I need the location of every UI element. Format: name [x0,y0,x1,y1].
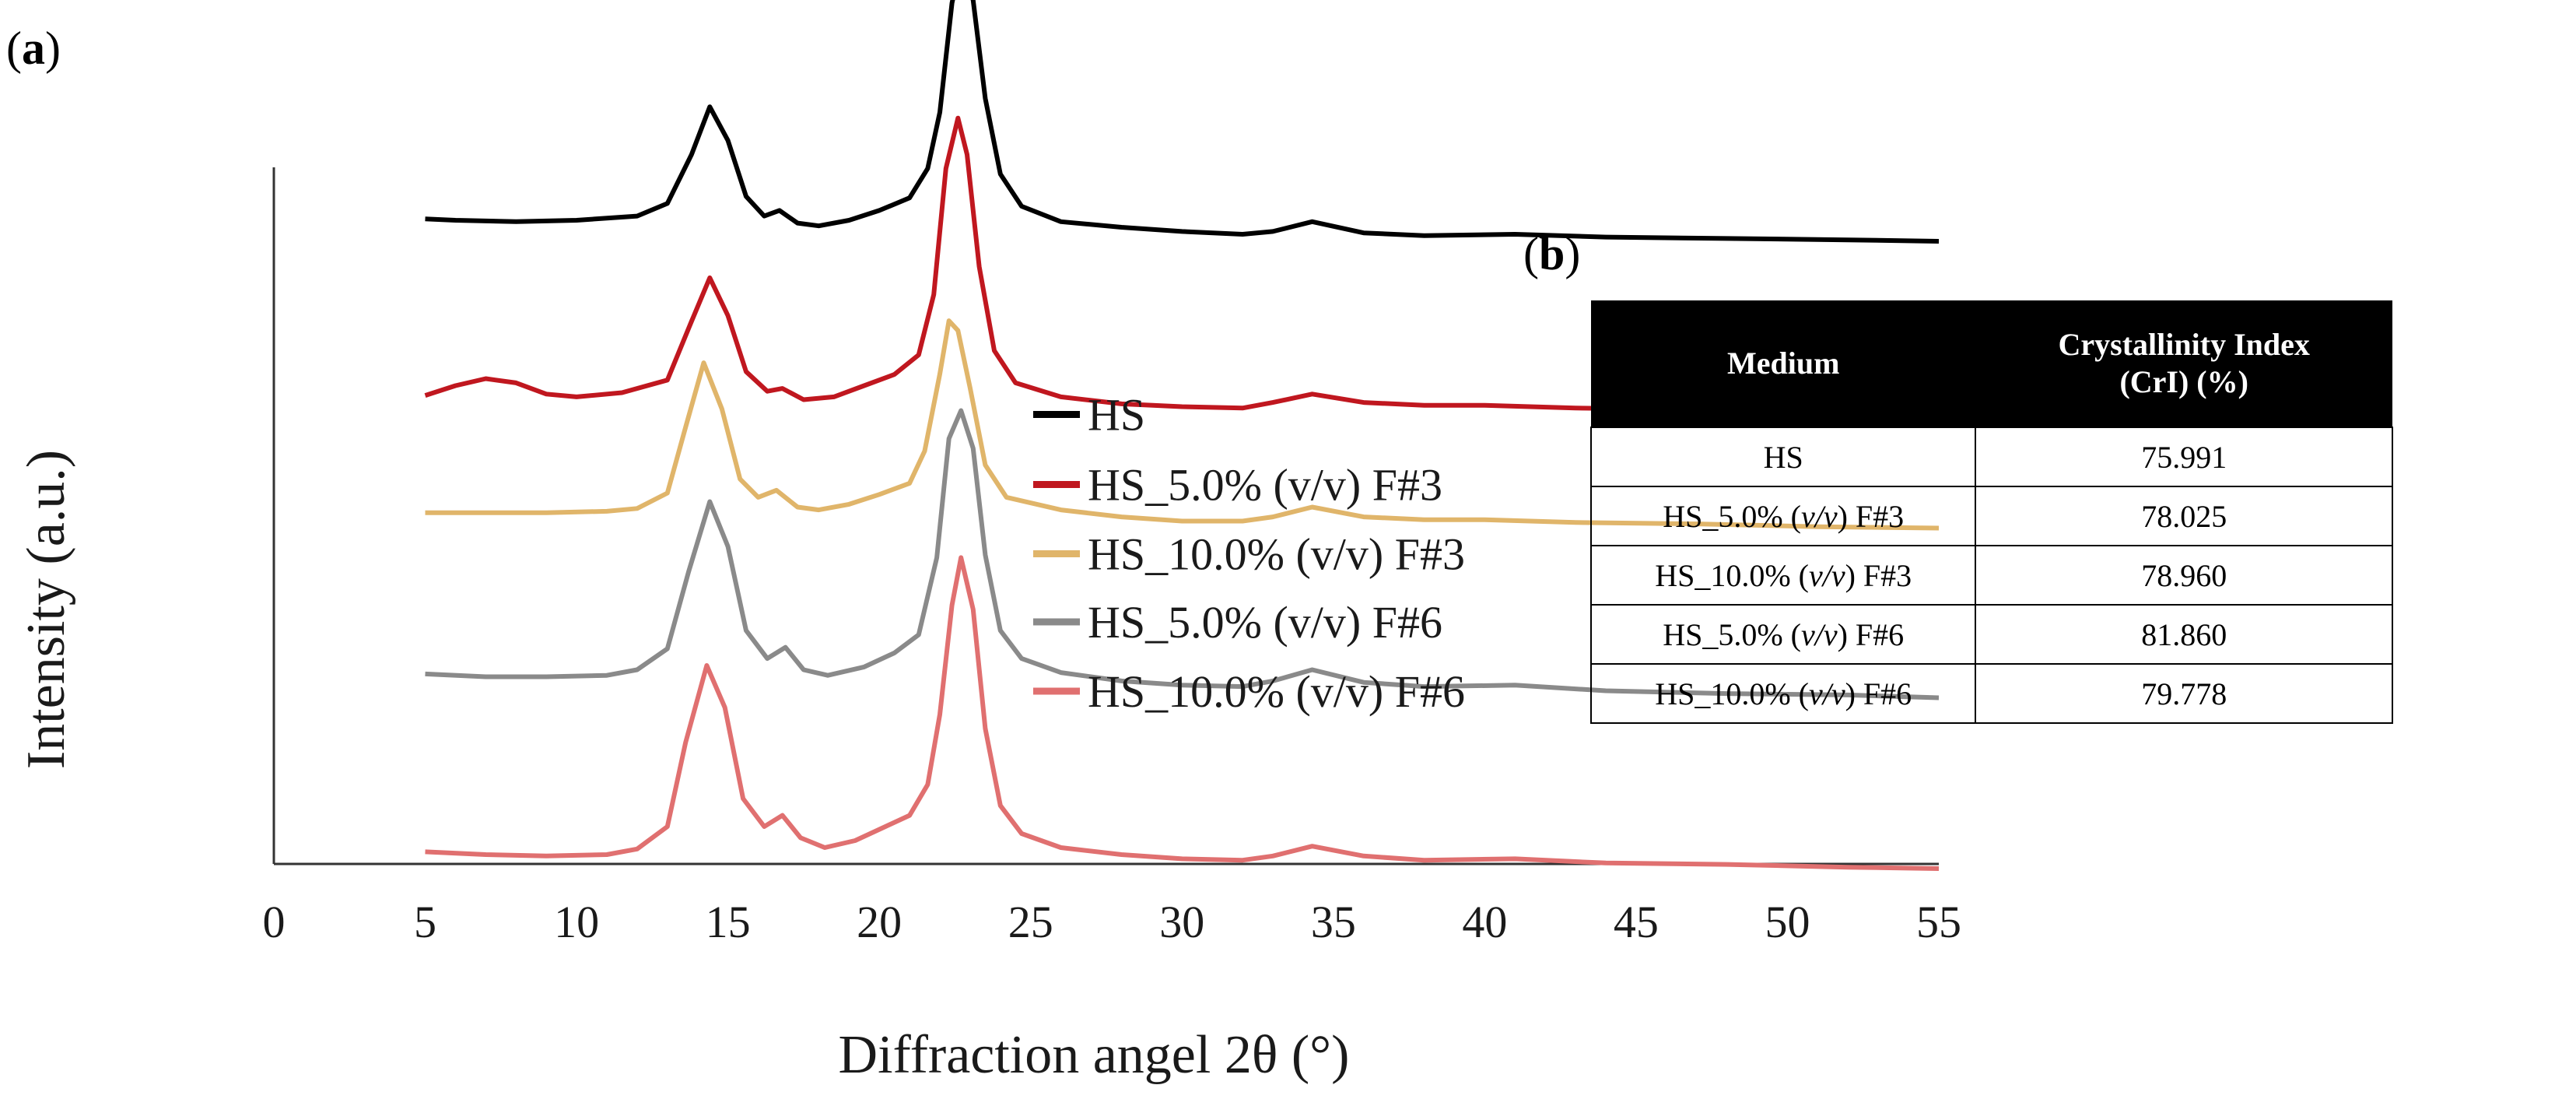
medium-vv: v/v [1808,557,1845,593]
series-line-5 [425,555,1940,871]
medium-vv: v/v [1800,616,1838,652]
medium-vv: v/v [1808,676,1845,711]
label-a-open: ( [6,23,22,74]
legend-label-2: HS_5.0% (v/v) F#3 [1088,460,1442,511]
label-b-letter: b [1538,228,1565,279]
legend-label-3: HS_10.0% (v/v) F#3 [1088,529,1465,580]
medium-prefix: HS_5.0% ( [1663,616,1801,652]
x-tick-label: 20 [857,897,902,947]
medium-prefix: HS_10.0% ( [1655,676,1809,711]
label-b-open: ( [1523,228,1539,279]
cri-value-cell: 78.960 [1975,545,2393,606]
medium-vv: v/v [1800,498,1838,534]
series-layer [424,0,1940,871]
panel-label-a: (a) [6,22,61,75]
x-tick-label: 40 [1462,897,1507,947]
x-tick-label: 5 [414,897,436,947]
cri-value-cell: 78.025 [1975,486,2393,546]
x-tick-label: 10 [554,897,599,947]
table-row: HS_5.0% (v/v) F#6 81.860 [1589,604,2393,665]
label-b-close: ) [1565,228,1581,279]
series-line-3 [425,318,1940,531]
series-line-2 [424,115,1940,416]
x-tick-label: 0 [263,897,286,947]
header-cri-line1: Crystallinity Index [2058,327,2310,362]
crystallinity-table: Medium Crystallinity Index (CrI) (%) HS 75… [1589,300,2393,724]
medium-cell: HS_10.0% (v/v) F#3 [1589,545,1977,606]
table-body: HS 75.991 HS_5.0% (v/v) F#3 78.025 HS_10.0% … [1589,427,2393,724]
series-line-4 [425,408,1940,700]
table-row: HS_5.0% (v/v) F#3 78.025 [1589,486,2393,546]
medium-cell: HS_5.0% (v/v) F#3 [1589,486,1977,546]
chart-legend: HS HS_5.0% (v/v) F#3 HS_10.0% (v/v) F#3 HS_… [1033,390,1465,717]
header-cri-line2: (CrI) (%) [2119,364,2248,399]
panel-label-b: (b) [1523,227,1580,281]
x-tick-label: 25 [1008,897,1053,947]
x-tick-label: 50 [1765,897,1810,947]
legend-label-4: HS_5.0% (v/v) F#6 [1088,597,1442,648]
y-axis-label: Intensity (a.u.) [16,450,76,769]
chart-axes: 0 5 10 15 20 25 30 35 40 45 50 55 [263,167,1961,947]
x-tick-label: 15 [706,897,751,947]
medium-suffix: ) F#3 [1837,498,1905,534]
table-row: HS_10.0% (v/v) F#6 79.778 [1589,663,2393,724]
medium-suffix: ) F#6 [1837,616,1905,652]
medium-prefix: HS [1763,439,1803,475]
legend-label-5: HS_10.0% (v/v) F#6 [1088,666,1465,717]
medium-prefix: HS_10.0% ( [1655,557,1809,593]
cri-value-cell: 75.991 [1975,427,2393,487]
medium-prefix: HS_5.0% ( [1663,498,1801,534]
x-tick-label: 35 [1311,897,1356,947]
x-tick-label: 55 [1916,897,1961,947]
medium-cell: HS [1589,427,1977,487]
header-medium: Medium [1591,300,1976,427]
medium-suffix: ) F#6 [1845,676,1912,711]
series-line-1 [425,0,1940,244]
x-axis-label: Diffraction angel 2θ (°) [839,1025,1350,1085]
label-a-close: ) [44,23,61,74]
header-cri: Crystallinity Index (CrI) (%) [1975,300,2392,427]
cri-value-cell: 81.860 [1975,604,2393,665]
cri-value-cell: 79.778 [1975,663,2393,724]
x-tick-label: 45 [1614,897,1659,947]
x-tick-label: 30 [1159,897,1204,947]
table-header-row: Medium Crystallinity Index (CrI) (%) [1591,300,2392,427]
label-a-letter: a [21,23,45,74]
table-row: HS_10.0% (v/v) F#3 78.960 [1589,545,2393,606]
medium-cell: HS_10.0% (v/v) F#6 [1589,663,1977,724]
medium-suffix: ) F#3 [1845,557,1912,593]
legend-label-1: HS [1088,390,1145,441]
medium-cell: HS_5.0% (v/v) F#6 [1589,604,1977,665]
table-row: HS 75.991 [1589,427,2393,487]
